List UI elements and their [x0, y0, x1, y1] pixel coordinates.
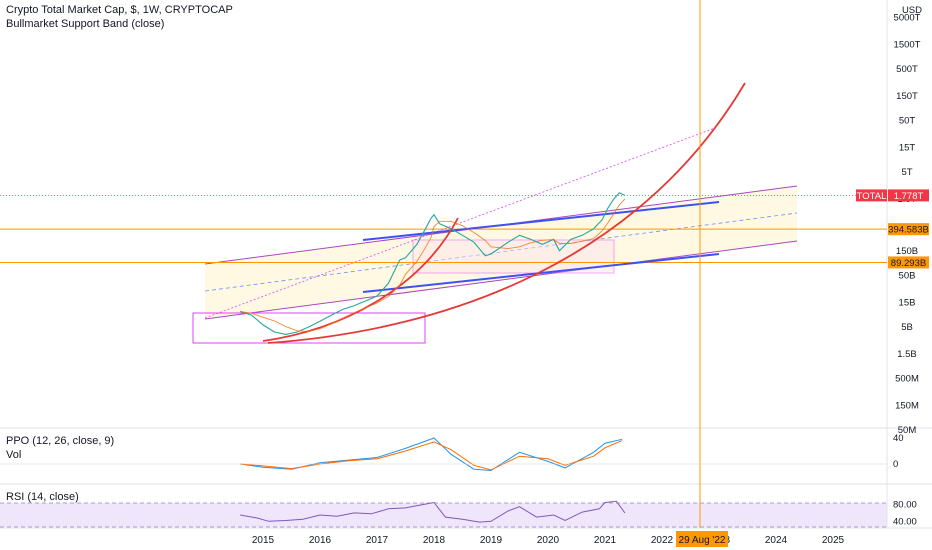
- price-badge-bg: [888, 223, 929, 236]
- price-badge-name-bg: [856, 189, 887, 202]
- y-tick-label: 15T: [899, 143, 916, 154]
- crosshair-date-label: 29 Aug '22: [679, 535, 726, 546]
- x-tick-label: 2016: [309, 535, 332, 546]
- y-tick-label: 15B: [899, 297, 916, 308]
- trend-dotted: [204, 127, 716, 319]
- y-tick-label: 1.5B: [897, 349, 917, 360]
- y-tick-label: 150M: [895, 401, 919, 412]
- range-box-2018: [412, 239, 615, 274]
- chart-title: Crypto Total Market Cap, $, 1W, CRYPTOCA…: [6, 4, 233, 16]
- y-tick-label: 50B: [899, 270, 916, 281]
- support-band-line: [240, 198, 626, 332]
- x-tick-label: 2020: [537, 535, 560, 546]
- rsi-line: [240, 500, 626, 523]
- rsi-tick-label: 80.00: [893, 500, 917, 511]
- ppo-label: PPO (12, 26, close, 9): [6, 435, 115, 447]
- y-tick-label: 5T: [901, 167, 912, 178]
- ppo-signal-line: [240, 440, 623, 471]
- y-tick-label: 150B: [896, 246, 918, 257]
- parabola-long: [267, 82, 746, 344]
- ppo-tick-label: 40: [893, 433, 904, 444]
- x-tick-label: 2024: [765, 535, 788, 546]
- ppo-tick-label: 0: [893, 459, 898, 470]
- currency-label: USD: [902, 5, 922, 16]
- price-series-line: [240, 192, 626, 335]
- x-tick-label: 2022: [651, 535, 674, 546]
- y-tick-label: 500T: [896, 64, 918, 75]
- channel-fill: [205, 186, 797, 319]
- channel-mid: [204, 212, 798, 292]
- parabola-short: [262, 217, 459, 342]
- x-tick-label: 2021: [594, 535, 617, 546]
- x-tick-label: 2019: [480, 535, 503, 546]
- rsi-label: RSI (14, close): [6, 491, 79, 503]
- price-badge-name: TOTAL: [857, 191, 887, 202]
- y-tick-label: 5B: [901, 322, 913, 333]
- indicator-label: Bullmarket Support Band (close): [6, 18, 165, 30]
- y-tick-label: 500M: [895, 374, 919, 385]
- rsi-tick-label: 40.00: [893, 516, 917, 527]
- x-tick-label: 2018: [423, 535, 446, 546]
- channel-lower: [204, 240, 798, 320]
- x-tick-label: 2025: [822, 535, 845, 546]
- y-tick-label: 50T: [899, 116, 916, 127]
- price-badge-value: 89.293B: [891, 258, 926, 269]
- x-tick-label: 2017: [366, 535, 389, 546]
- y-tick-label: 150T: [896, 91, 918, 102]
- crosshair-date-bg: [676, 531, 728, 547]
- price-badge-value: 394.583B: [888, 225, 929, 236]
- price-badge-bg: [888, 256, 929, 269]
- range-box-2015: [192, 312, 426, 344]
- price-badge-bg: [888, 189, 929, 202]
- x-tick-label: 2015: [252, 535, 275, 546]
- y-tick-label: 1500T: [894, 39, 921, 50]
- y-tick-label: 50M: [898, 425, 917, 436]
- blue-trend-lower: [362, 253, 720, 293]
- vol-label: Vol: [6, 449, 22, 461]
- y-tick-label: 5000T: [894, 12, 921, 23]
- price-badge-value: 1.778T: [894, 191, 924, 202]
